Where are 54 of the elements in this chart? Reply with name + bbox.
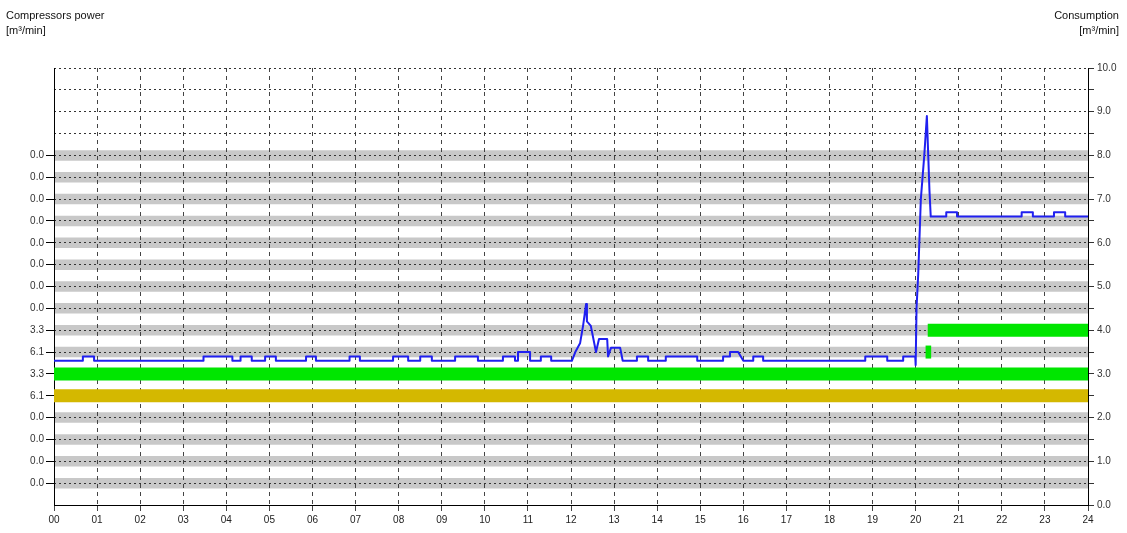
x-tick-label: 22 xyxy=(996,513,1008,525)
text: 0.0 xyxy=(30,214,45,226)
text: 0.0 xyxy=(30,258,45,270)
text: 0.0 xyxy=(30,236,45,248)
x-tick-label: 09 xyxy=(436,513,448,525)
y-tick-label: 6.0 xyxy=(1097,236,1112,248)
text: 3.3 xyxy=(30,367,45,379)
x-tick-label: 18 xyxy=(823,513,836,525)
text: 0.0 xyxy=(30,302,45,314)
text: 0.0 xyxy=(30,476,45,488)
text: 0.0 xyxy=(30,433,45,445)
text: 0.0 xyxy=(30,149,45,161)
y-tick-label: 10.0 xyxy=(1097,61,1117,73)
x-tick-label: 12 xyxy=(565,513,577,525)
y-tick-label: 4.0 xyxy=(1097,323,1112,335)
text: 0.0 xyxy=(30,411,45,423)
y-tick-label: 5.0 xyxy=(1097,280,1112,292)
x-tick-label: 21 xyxy=(953,513,965,525)
y-tick-label: 7.0 xyxy=(1097,192,1112,204)
x-tick-label: 16 xyxy=(737,513,750,525)
y-tick-label: 8.0 xyxy=(1097,149,1112,161)
y-tick-label: 2.0 xyxy=(1097,411,1112,423)
x-tick-label: 05 xyxy=(263,513,276,525)
text: 3.3 xyxy=(30,323,45,335)
x-tick-label: 07 xyxy=(350,513,362,525)
text: 0.0 xyxy=(30,192,45,204)
x-tick-label: 24 xyxy=(1082,513,1094,525)
x-tick-label: 17 xyxy=(780,513,793,525)
text: 6.1 xyxy=(30,389,45,401)
x-tick-label: 04 xyxy=(220,513,233,525)
y2-axis-title: Consumption [m³/min] xyxy=(1054,8,1119,38)
text: 6.1 xyxy=(30,345,45,357)
x-tick-label: 03 xyxy=(177,513,190,525)
text: 0.0 xyxy=(30,171,45,182)
x-tick-label: 08 xyxy=(393,513,405,525)
x-tick-label: 19 xyxy=(867,513,879,525)
x-tick-label: 23 xyxy=(1039,513,1051,525)
x-tick-label: 00 xyxy=(48,513,60,525)
text: 0.0 xyxy=(30,455,45,467)
x-tick-label: 10 xyxy=(479,513,491,525)
x-tick-label: 02 xyxy=(134,513,147,525)
x-tick-label: 13 xyxy=(608,513,621,525)
x-tick-label: 11 xyxy=(522,513,534,525)
y-tick-label: 1.0 xyxy=(1097,455,1112,467)
y-axis-title: Compressors power [m³/min] xyxy=(6,8,105,38)
y-tick-label: 0.0 xyxy=(1097,498,1112,510)
text: 0.0 xyxy=(30,280,45,292)
x-tick-label: 15 xyxy=(694,513,707,525)
x-tick-label: 06 xyxy=(306,513,319,525)
y-tick-label: 3.0 xyxy=(1097,367,1112,379)
x-tick-label: 20 xyxy=(910,513,922,525)
y-tick-label: 9.0 xyxy=(1097,105,1112,117)
x-tick-label: 01 xyxy=(91,513,104,525)
x-tick-label: 14 xyxy=(651,513,664,525)
